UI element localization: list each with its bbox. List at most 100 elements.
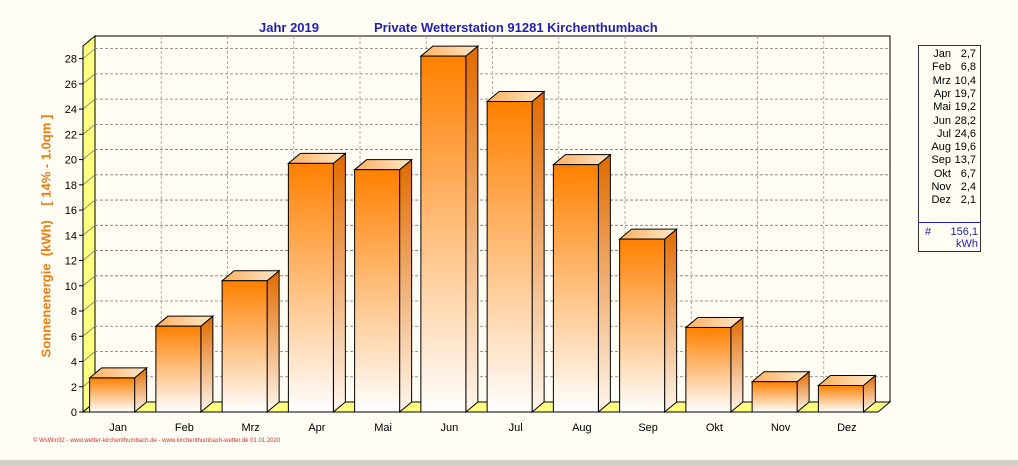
y-tick-label: 24 [65, 104, 77, 116]
bar-sep [618, 228, 679, 414]
legend-row-apr: Apr 19,7 [919, 88, 978, 101]
grid-line-wall [82, 73, 96, 85]
bar-front [751, 381, 798, 413]
grid-line-wall [82, 300, 96, 312]
x-tick-label: Jan [109, 422, 127, 434]
legend-row-jan: Jan 2,7 [919, 48, 978, 61]
grid-line-wall [82, 174, 96, 186]
legend-row-jun: Jun 28,2 [919, 115, 978, 128]
legend-value: 6,8 [960, 61, 976, 74]
y-tick-label: 22 [65, 129, 77, 141]
chart-station-title: Private Wetterstation 91281 Kirchenthumb… [374, 20, 658, 35]
legend-value: 19,6 [954, 141, 976, 154]
bar-mai [353, 158, 414, 414]
y-tick-label: 26 [65, 79, 77, 91]
x-tick-label: Aug [572, 422, 592, 434]
bar-side [200, 315, 214, 414]
legend-month: Jul [936, 127, 951, 140]
grid-line-wall [82, 48, 96, 59]
legend-row-feb: Feb 6,8 [919, 61, 978, 74]
legend-month: Sep [931, 154, 951, 167]
bar-side [266, 269, 280, 414]
y-axis-label: Sonnenenergie (kWh) [ 14% - 1.0qm ] [38, 114, 54, 358]
legend-value: 6,7 [960, 167, 976, 180]
grid-line-wall [82, 351, 96, 362]
legend-month: Nov [931, 181, 951, 193]
y-tick-label: 10 [65, 281, 77, 293]
bar-front [420, 55, 467, 413]
grid-line-wall [82, 199, 96, 211]
bar-side [730, 316, 744, 414]
bar-side [531, 90, 545, 414]
x-tick-label: Dez [837, 422, 857, 434]
bar-side [332, 152, 346, 414]
x-tick-label: Okt [706, 422, 723, 434]
x-tick-label: Apr [308, 422, 325, 434]
y-tick-label: 2 [71, 382, 77, 394]
legend-value: 28,2 [954, 114, 976, 127]
legend-row-jul: Jul 24,6 [919, 128, 978, 141]
bar-side [664, 228, 678, 414]
grid-line-wall [82, 225, 96, 236]
legend-value: 10,4 [954, 74, 976, 87]
window-bottom-edge [0, 460, 1018, 466]
legend-row-sep: Sep 13,7 [919, 154, 978, 167]
legend-total-marker: # [925, 226, 932, 238]
y-tick-label: 18 [65, 180, 77, 192]
legend-total-value: 156,1 [950, 226, 978, 238]
legend-month: Okt [933, 167, 951, 180]
bar-aug [551, 153, 612, 414]
bar-apr [286, 152, 347, 414]
bar-front [155, 325, 202, 413]
legend-row-dez: Dez 2,1 [919, 194, 978, 207]
legend-value: 13,7 [954, 154, 976, 167]
y-tick-label: 0 [71, 407, 77, 419]
legend-row-okt: Okt 6,7 [919, 168, 978, 181]
bar-front [817, 384, 864, 413]
bar-front [619, 238, 666, 413]
x-tick-label: Sep [638, 422, 658, 434]
bar-dez [816, 374, 877, 414]
chart-bars [88, 45, 877, 414]
grid-line-wall [82, 325, 96, 337]
chart-year-title: Jahr 2019 [259, 20, 319, 35]
legend-month: Mai [933, 101, 951, 114]
grid-line-wall [82, 149, 96, 160]
bar-side [465, 45, 479, 414]
bar-feb [154, 315, 215, 414]
bar-front [287, 162, 334, 413]
bar-jun [419, 45, 480, 414]
x-tick-label: Mrz [241, 422, 259, 434]
bar-jan [88, 366, 149, 414]
bar-jul [485, 90, 546, 414]
y-tick-label: 6 [71, 331, 77, 343]
left-wall [82, 34, 96, 414]
legend-value: 2,4 [960, 181, 976, 193]
grid-line-wall [82, 250, 96, 261]
legend-row-mai: Mai 19,2 [919, 101, 978, 114]
x-tick-label: Mai [374, 422, 392, 434]
value-legend: Jan 2,7 Feb 6,8 Mrz 10,4 Apr 19,7 Mai 19,2 Jun 28,2… [918, 45, 981, 252]
legend-divider [919, 222, 980, 223]
bar-front [685, 326, 732, 413]
x-tick-label: Jun [441, 422, 459, 434]
bar-side [597, 153, 611, 414]
y-tick-label: 28 [65, 54, 77, 66]
x-tick-label: Jul [509, 422, 523, 434]
legend-row-mrz: Mrz 10,4 [919, 75, 978, 88]
legend-value: 19,2 [954, 101, 976, 114]
legend-month: Mrz [932, 74, 951, 87]
grid-line-wall [82, 124, 96, 135]
y-tick-label: 12 [65, 256, 77, 268]
y-tick-label: 4 [71, 357, 77, 369]
grid-line-wall [82, 275, 96, 287]
legend-value: 24,6 [954, 127, 976, 140]
bar-front [221, 280, 268, 413]
legend-month: Aug [931, 141, 951, 154]
y-tick-label: 8 [71, 306, 77, 318]
bar-okt [684, 316, 745, 414]
legend-row-aug: Aug 19,6 [919, 141, 978, 154]
legend-month: Apr [933, 87, 951, 100]
